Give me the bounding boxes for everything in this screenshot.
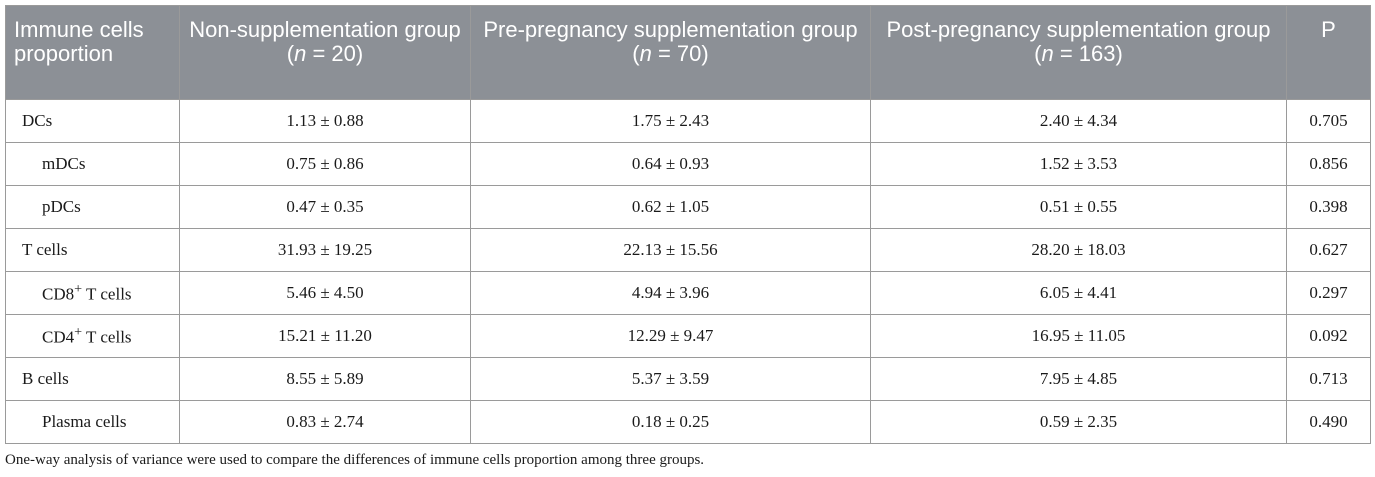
row-label-text: mDCs	[42, 154, 86, 173]
cell-pre-pregnancy: 12.29 ± 9.47	[470, 314, 871, 358]
cell-pre-pregnancy: 0.18 ± 0.25	[470, 400, 871, 444]
table-row: mDCs 0.75 ± 0.86 0.64 ± 0.93 1.52 ± 3.53…	[5, 142, 1371, 186]
cell-post-pregnancy: 6.05 ± 4.41	[870, 271, 1287, 315]
immune-cells-table: Immune cells proportion Non-supplementat…	[5, 5, 1371, 444]
cell-pre-pregnancy: 0.62 ± 1.05	[470, 185, 871, 229]
header-row: Immune cells proportion Non-supplementat…	[5, 5, 1371, 100]
table-row: DCs 1.13 ± 0.88 1.75 ± 2.43 2.40 ± 4.34 …	[5, 99, 1371, 143]
row-label: CD8+ T cells	[5, 271, 180, 315]
row-label-text: DCs	[22, 111, 53, 130]
cell-post-pregnancy: 2.40 ± 4.34	[870, 99, 1287, 143]
table-footnote: One-way analysis of variance were used t…	[5, 452, 705, 468]
row-label-suffix: T cells	[82, 327, 132, 347]
row-label-superscript: +	[74, 324, 83, 341]
row-label-text: B cells	[22, 369, 69, 388]
cell-post-pregnancy: 0.51 ± 0.55	[870, 185, 1287, 229]
cell-non-supplementation: 31.93 ± 19.25	[179, 228, 471, 272]
cell-post-pregnancy: 16.95 ± 11.05	[870, 314, 1287, 358]
cell-non-supplementation: 1.13 ± 0.88	[179, 99, 471, 143]
cell-pre-pregnancy: 1.75 ± 2.43	[470, 99, 871, 143]
cell-pre-pregnancy: 4.94 ± 3.96	[470, 271, 871, 315]
row-label: mDCs	[5, 142, 180, 186]
row-label-text: pDCs	[42, 197, 81, 216]
header-non-supplementation: Non-supplementation group (n = 20)	[179, 5, 471, 100]
cell-p-value: 0.398	[1286, 185, 1371, 229]
header-non-supp-text: Non-supplementation group (	[189, 17, 461, 66]
header-immune-cells-text: Immune cells proportion	[14, 17, 144, 66]
table-body: DCs 1.13 ± 0.88 1.75 ± 2.43 2.40 ± 4.34 …	[5, 99, 1371, 444]
header-pre-preg-count: = 70)	[651, 41, 709, 66]
header-post-pregnancy: Post-pregnancy supplementation group (n …	[870, 5, 1287, 100]
row-label: CD4+ T cells	[5, 314, 180, 358]
row-label: DCs	[5, 99, 180, 143]
row-label: B cells	[5, 357, 180, 401]
cell-p-value: 0.705	[1286, 99, 1371, 143]
row-label: pDCs	[5, 185, 180, 229]
cell-non-supplementation: 5.46 ± 4.50	[179, 271, 471, 315]
table-row: B cells 8.55 ± 5.89 5.37 ± 3.59 7.95 ± 4…	[5, 357, 1371, 401]
header-pre-preg-n: n	[639, 41, 652, 66]
header-non-supp-n: n	[294, 41, 307, 66]
cell-p-value: 0.627	[1286, 228, 1371, 272]
row-label-text: Plasma cells	[42, 412, 127, 431]
cell-p-value: 0.856	[1286, 142, 1371, 186]
row-label: Plasma cells	[5, 400, 180, 444]
cell-pre-pregnancy: 0.64 ± 0.93	[470, 142, 871, 186]
cell-p-value: 0.092	[1286, 314, 1371, 358]
row-label: T cells	[5, 228, 180, 272]
cell-non-supplementation: 15.21 ± 11.20	[179, 314, 471, 358]
cell-p-value: 0.297	[1286, 271, 1371, 315]
header-immune-cells: Immune cells proportion	[5, 5, 180, 100]
header-post-preg-count: = 163)	[1053, 41, 1123, 66]
cell-pre-pregnancy: 22.13 ± 15.56	[470, 228, 871, 272]
header-pre-preg-text: Pre-pregnancy supplementation group (	[483, 17, 858, 66]
table-row: Plasma cells 0.83 ± 2.74 0.18 ± 0.25 0.5…	[5, 400, 1371, 444]
header-p-value: P	[1286, 5, 1371, 100]
row-label-text: T cells	[22, 240, 68, 259]
table-row: pDCs 0.47 ± 0.35 0.62 ± 1.05 0.51 ± 0.55…	[5, 185, 1371, 229]
cell-non-supplementation: 0.83 ± 2.74	[179, 400, 471, 444]
row-label-superscript: +	[74, 281, 83, 298]
table-row: T cells 31.93 ± 19.25 22.13 ± 15.56 28.2…	[5, 228, 1371, 272]
cell-post-pregnancy: 28.20 ± 18.03	[870, 228, 1287, 272]
row-label-text: CD4	[42, 327, 75, 347]
header-pre-pregnancy: Pre-pregnancy supplementation group (n =…	[470, 5, 871, 100]
header-post-preg-n: n	[1041, 41, 1054, 66]
row-label-text: CD8	[42, 284, 75, 304]
cell-post-pregnancy: 1.52 ± 3.53	[870, 142, 1287, 186]
table-header: Immune cells proportion Non-supplementat…	[5, 5, 1371, 100]
cell-non-supplementation: 0.47 ± 0.35	[179, 185, 471, 229]
table-row: CD8+ T cells 5.46 ± 4.50 4.94 ± 3.96 6.0…	[5, 271, 1371, 315]
cell-p-value: 0.490	[1286, 400, 1371, 444]
header-non-supp-count: = 20)	[306, 41, 364, 66]
header-post-preg-text: Post-pregnancy supplementation group (	[886, 17, 1271, 66]
cell-p-value: 0.713	[1286, 357, 1371, 401]
cell-non-supplementation: 8.55 ± 5.89	[179, 357, 471, 401]
cell-pre-pregnancy: 5.37 ± 3.59	[470, 357, 871, 401]
row-label-suffix: T cells	[82, 284, 132, 304]
table-row: CD4+ T cells 15.21 ± 11.20 12.29 ± 9.47 …	[5, 314, 1371, 358]
cell-post-pregnancy: 7.95 ± 4.85	[870, 357, 1287, 401]
cell-post-pregnancy: 0.59 ± 2.35	[870, 400, 1287, 444]
cell-non-supplementation: 0.75 ± 0.86	[179, 142, 471, 186]
